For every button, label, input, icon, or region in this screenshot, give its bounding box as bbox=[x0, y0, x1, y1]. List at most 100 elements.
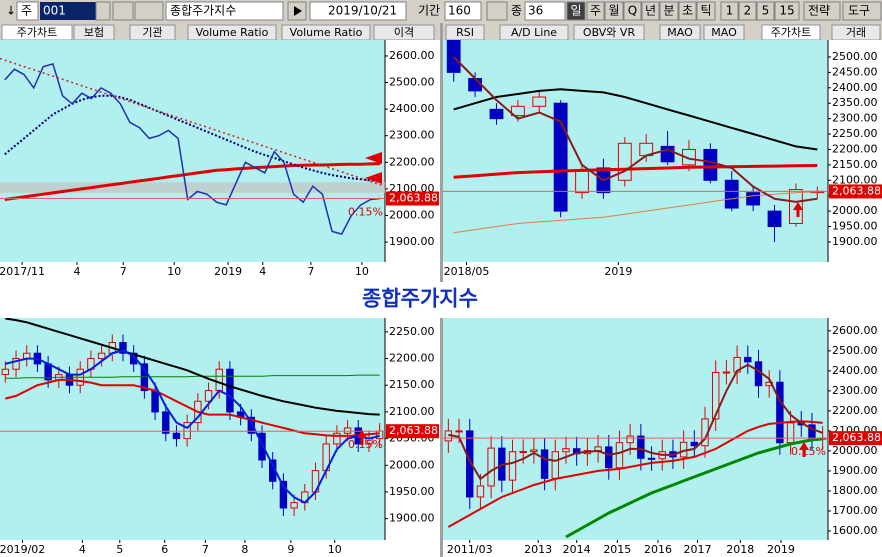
strategy[interactable]: 전략 bbox=[808, 4, 830, 18]
price-box bbox=[386, 191, 439, 206]
candle-body bbox=[540, 449, 549, 479]
tab-label[interactable]: OBV와 VR bbox=[583, 26, 636, 39]
date-box[interactable] bbox=[309, 1, 407, 21]
candle-body bbox=[1, 368, 10, 376]
price-label: 2,063.88 bbox=[389, 191, 438, 204]
y-tick-label: 2400.00 bbox=[832, 364, 878, 377]
index-name: 종합주가지수 bbox=[170, 4, 236, 18]
ma-line bbox=[5, 318, 380, 416]
interval-button[interactable] bbox=[756, 1, 775, 21]
tab-label[interactable]: 보험 bbox=[84, 26, 104, 39]
y-tick-label: 2000.00 bbox=[832, 444, 878, 457]
interval-button[interactable] bbox=[720, 1, 739, 21]
period-box[interactable] bbox=[444, 1, 482, 21]
tools[interactable]: 도구 bbox=[848, 4, 870, 18]
interval-label[interactable]: 15 bbox=[779, 4, 794, 18]
count-box[interactable] bbox=[524, 1, 566, 21]
arrow bbox=[802, 449, 806, 457]
market-box[interactable] bbox=[16, 1, 39, 21]
plot bbox=[0, 57, 385, 235]
sort-button[interactable] bbox=[134, 1, 164, 21]
code[interactable]: 001 bbox=[43, 4, 66, 18]
tab-label[interactable]: 주가차트 bbox=[17, 26, 57, 39]
y-tick-label: 2300.00 bbox=[832, 112, 878, 125]
candle-body bbox=[682, 148, 696, 166]
interval-label[interactable]: 일 bbox=[570, 4, 581, 18]
candle-body bbox=[97, 352, 106, 360]
interval-button[interactable] bbox=[604, 1, 624, 21]
tab-label[interactable]: 거래 bbox=[846, 26, 866, 39]
x-tick-label: 8 bbox=[241, 543, 248, 556]
ma-line bbox=[4, 94, 381, 182]
interval-label[interactable]: 틱 bbox=[700, 4, 711, 18]
menu-arrow[interactable]: ↓ bbox=[6, 4, 16, 18]
interval-button[interactable] bbox=[774, 1, 800, 21]
x-tick-label: 4 bbox=[74, 265, 81, 278]
ma-line bbox=[5, 349, 380, 504]
interval-button[interactable] bbox=[641, 1, 660, 21]
tab-label[interactable]: 기관 bbox=[142, 26, 162, 39]
interval-label[interactable]: Q bbox=[628, 4, 637, 18]
candle-body bbox=[510, 105, 525, 117]
dropdown[interactable] bbox=[95, 1, 111, 21]
y-tick-label: 1950.00 bbox=[389, 485, 435, 498]
interval-buttons: 일 주 월 Q 년 분 초 틱 1 2 5 15 bbox=[566, 1, 800, 21]
market[interactable]: 주 bbox=[21, 4, 32, 18]
tools-button[interactable] bbox=[842, 1, 882, 21]
candle-body bbox=[722, 371, 731, 374]
tab-label[interactable]: RSI bbox=[456, 26, 474, 39]
interval-label[interactable]: 5 bbox=[762, 4, 770, 18]
arrow bbox=[360, 437, 364, 445]
code-box[interactable] bbox=[40, 2, 96, 20]
change-label: 0.15% bbox=[791, 445, 826, 458]
count[interactable]: 36 bbox=[528, 4, 543, 18]
interval-label[interactable]: 초 bbox=[682, 4, 693, 18]
interval-button[interactable] bbox=[696, 1, 716, 21]
y-tick-label: 1700.00 bbox=[832, 504, 878, 517]
charts: 2600.00 2500.00 2400.00 2300.00 2200.00 2100.… bbox=[0, 40, 882, 556]
tab-label[interactable]: MAO bbox=[667, 26, 693, 39]
x-tick-label: 7 bbox=[120, 265, 127, 278]
search-button[interactable] bbox=[112, 1, 134, 21]
candle-body bbox=[333, 432, 341, 445]
interval-button[interactable] bbox=[623, 1, 642, 21]
candle-body bbox=[551, 451, 559, 479]
tab-label[interactable]: 이격 bbox=[394, 26, 414, 39]
period-button[interactable] bbox=[486, 1, 508, 21]
plot bbox=[443, 345, 828, 539]
period[interactable]: 160 bbox=[448, 4, 471, 18]
candle-body bbox=[446, 40, 461, 73]
y-tick-label: 2600.00 bbox=[389, 49, 435, 62]
price-label: 2,063.88 bbox=[389, 424, 438, 437]
y-tick-label: 2000.00 bbox=[832, 204, 878, 217]
period-label: 기간 bbox=[418, 4, 440, 18]
y-tick-label: 2250.00 bbox=[389, 325, 435, 338]
date[interactable]: 2019/10/21 bbox=[328, 4, 397, 18]
interval-button[interactable] bbox=[586, 1, 605, 21]
interval-button[interactable] bbox=[659, 1, 679, 21]
interval-label[interactable]: 2 bbox=[744, 4, 752, 18]
interval-label[interactable]: 년 bbox=[645, 4, 656, 18]
y-tick-label: 2350.00 bbox=[832, 96, 878, 109]
y-tick-label: 2300.00 bbox=[389, 129, 435, 142]
interval-label[interactable]: 주 bbox=[590, 4, 601, 18]
interval-label[interactable]: 1 bbox=[726, 4, 734, 18]
interval-button[interactable] bbox=[566, 1, 586, 21]
tab-label[interactable]: 주가차트 bbox=[771, 26, 811, 39]
title-strip bbox=[0, 282, 882, 318]
tab-label[interactable]: Volume Ratio bbox=[196, 26, 269, 39]
y-tick-label: 2400.00 bbox=[832, 81, 878, 94]
tab-label[interactable]: Volume Ratio bbox=[290, 26, 363, 39]
tab-label[interactable]: A/D Line bbox=[511, 26, 557, 39]
interval-button[interactable] bbox=[678, 1, 697, 21]
interval-button[interactable] bbox=[738, 1, 757, 21]
strategy-button[interactable] bbox=[803, 1, 841, 21]
interval-label[interactable]: 월 bbox=[608, 4, 619, 18]
price-box bbox=[386, 424, 439, 439]
candle-body bbox=[151, 390, 159, 413]
candle-body bbox=[226, 368, 234, 413]
tab-label[interactable]: MAO bbox=[711, 26, 737, 39]
y-tick-label: 2250.00 bbox=[832, 127, 878, 140]
interval-label[interactable]: 분 bbox=[663, 4, 674, 18]
